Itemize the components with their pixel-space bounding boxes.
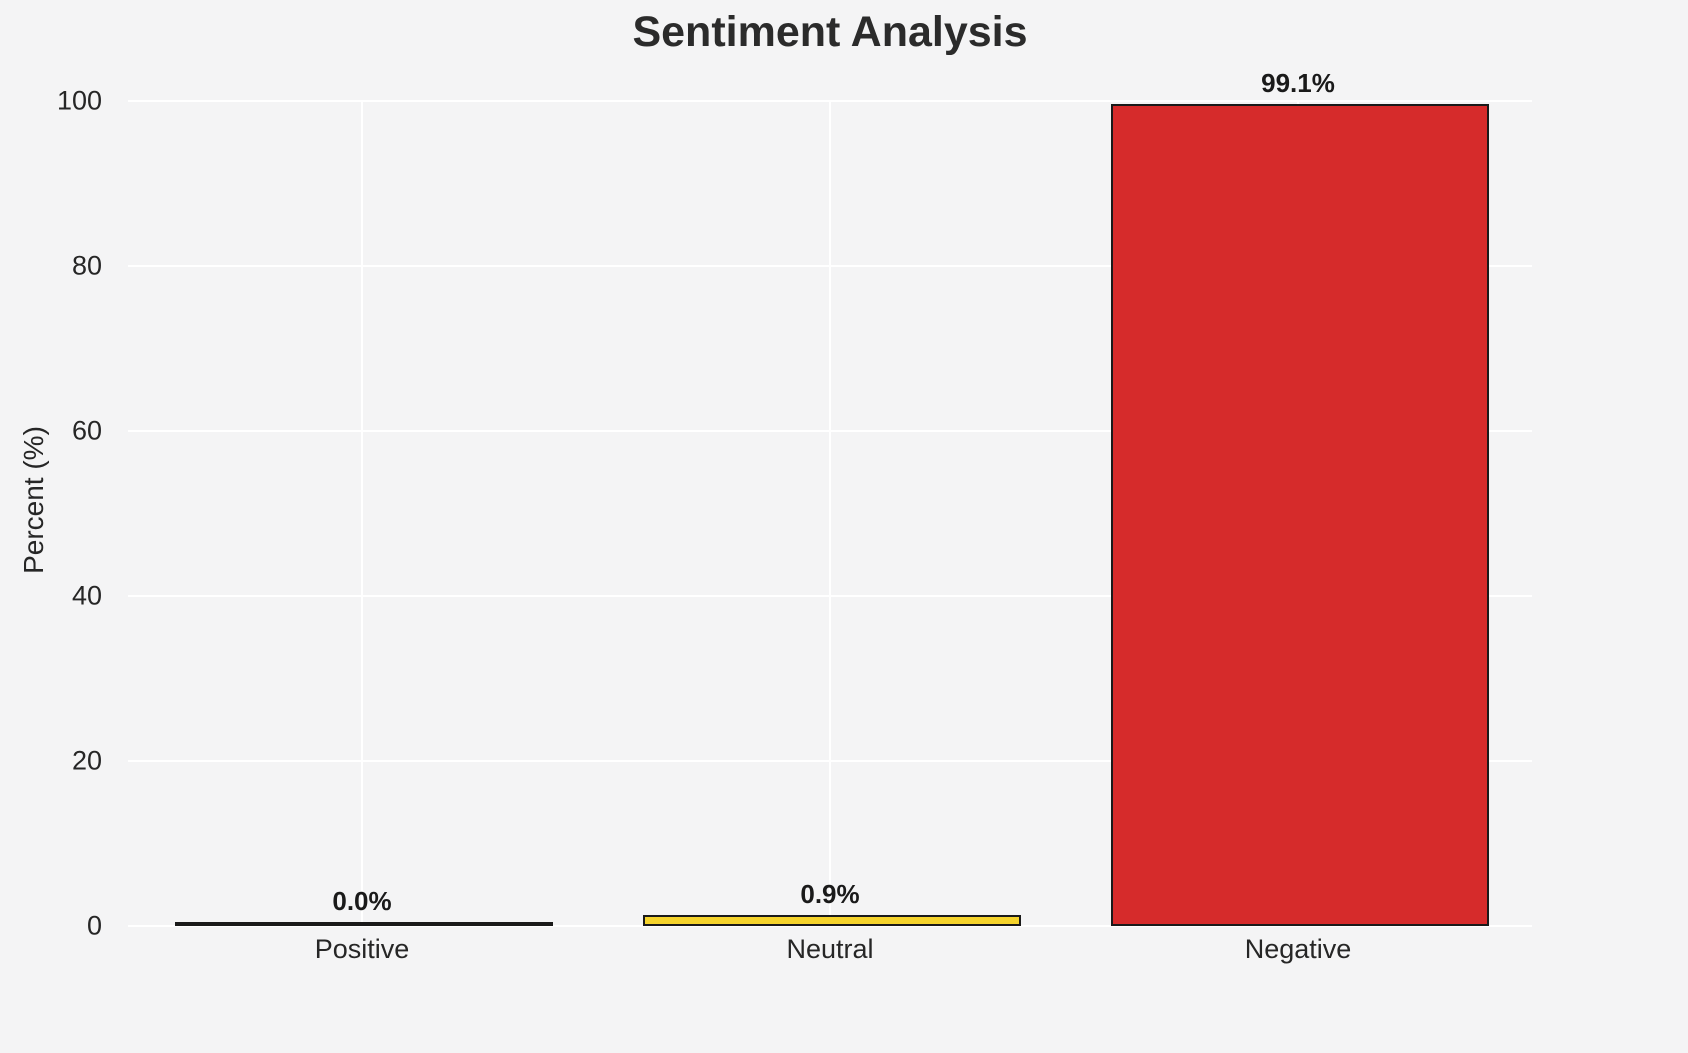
- y-tick-label: 40: [71, 580, 102, 611]
- y-tick-label: 20: [71, 745, 102, 776]
- bar-value-label: 0.9%: [800, 878, 860, 909]
- bar-value-label: 0.0%: [332, 886, 392, 916]
- bars-layer: 0.0% 0.9% 99.1%: [128, 68, 1532, 926]
- chart-title: Sentiment Analysis: [632, 8, 1028, 56]
- y-tick-label: 0: [86, 910, 102, 941]
- x-tick-label: Negative: [1244, 934, 1352, 964]
- v-gridline: [829, 101, 831, 926]
- x-axis-tick-labels: Positive Neutral Negative: [128, 934, 1532, 970]
- bar-negative: [1110, 104, 1490, 926]
- bar-neutral: [642, 914, 1022, 926]
- x-tick-label: Positive: [314, 934, 410, 964]
- x-tick-label: Neutral: [786, 934, 874, 964]
- bar-value-label: 99.1%: [1261, 68, 1335, 99]
- y-tick-label: 100: [56, 85, 102, 116]
- y-axis-tick-labels: 0 20 40 60 80 100: [0, 86, 112, 941]
- h-gridline: [128, 925, 1532, 927]
- v-gridline: [361, 101, 363, 926]
- plot-area: 0.0% 0.9% 99.1%: [128, 68, 1532, 927]
- y-tick-label: 80: [71, 250, 102, 281]
- bar-positive: [174, 922, 554, 926]
- y-tick-label: 60: [71, 415, 102, 446]
